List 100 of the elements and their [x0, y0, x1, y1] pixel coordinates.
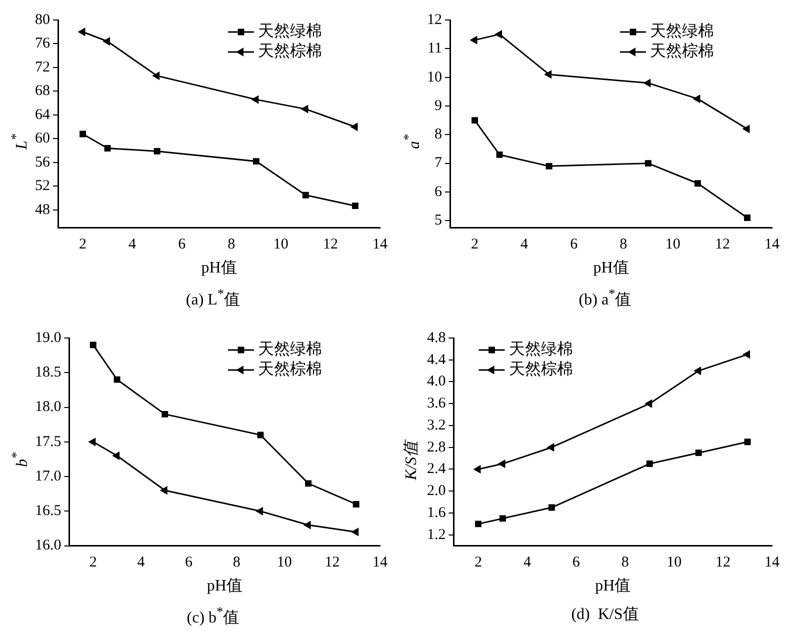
y-tick-label: 2.4: [427, 461, 446, 478]
point: [496, 151, 503, 158]
point: [548, 504, 555, 511]
point: [495, 30, 502, 38]
point: [644, 160, 652, 167]
point: [88, 438, 96, 446]
point: [304, 521, 311, 529]
y-tick-label: 8: [434, 126, 442, 143]
y-tick-label: 4.4: [427, 352, 446, 368]
y-tick-label: 2.8: [427, 439, 446, 456]
y-tick-label: 16.5: [35, 503, 62, 520]
point: [474, 465, 481, 474]
legend-label: 天然绿棉: [650, 22, 714, 40]
point: [498, 460, 506, 468]
x-tick-label: 8: [621, 554, 629, 571]
point: [162, 410, 168, 418]
point: [644, 79, 651, 87]
point: [301, 105, 308, 113]
y-tick-label: 18.0: [35, 399, 62, 416]
point: [305, 480, 312, 487]
point: [350, 123, 358, 131]
x-tick-label: 10: [273, 236, 288, 253]
x-tick-label: 12: [716, 554, 731, 571]
text: (a) L$^{*}$值: [184, 286, 242, 310]
point: [252, 96, 259, 104]
y-tick-label: 1.2: [427, 526, 446, 543]
point: [646, 460, 653, 467]
y-tick-label: 52: [35, 178, 50, 194]
point: [78, 28, 86, 36]
x-tick-label: 10: [276, 554, 292, 571]
y-tick-label: 4.8: [427, 330, 446, 346]
y-tick-label: 16.0: [35, 538, 62, 554]
y-tick-label: 3.2: [427, 417, 446, 434]
point: [742, 125, 750, 133]
point: [472, 117, 478, 124]
point: [475, 520, 482, 528]
x-axis-title: pH值: [206, 578, 242, 595]
y-tick-label: 19.0: [35, 330, 62, 346]
y-tick-label: 6: [434, 184, 442, 200]
y-tick-label: 60: [35, 130, 50, 147]
x-tick-label: 12: [714, 236, 730, 253]
y-tick-label: 9: [434, 98, 442, 114]
point: [103, 38, 110, 46]
x-tick-label: 8: [620, 236, 628, 253]
y-tick-label: 17.5: [35, 434, 62, 450]
x-axis-title: pH值: [595, 578, 631, 595]
point: [352, 202, 358, 210]
y-tick-label: 12: [427, 12, 442, 28]
point: [256, 507, 263, 515]
legend-label: 天然棕棉: [508, 360, 573, 378]
y-tick-label: 10: [427, 69, 442, 86]
point: [694, 180, 701, 187]
legend-label: 天然棕棉: [650, 42, 714, 60]
y-tick-label: 1.6: [427, 504, 446, 521]
point: [499, 515, 506, 522]
y-tick-label: 18.5: [35, 364, 62, 381]
x-tick-label: 2: [471, 236, 479, 253]
point: [302, 192, 309, 198]
y-tick-label: 72: [35, 59, 50, 76]
point: [154, 148, 160, 154]
legend-label: 天然绿棉: [508, 340, 573, 358]
x-tick-label: 6: [570, 236, 578, 253]
x-tick-label: 4: [523, 554, 532, 571]
x-tick-label: 10: [665, 236, 680, 253]
x-tick-label: 2: [474, 554, 482, 571]
point: [743, 350, 750, 358]
x-tick-label: 2: [89, 554, 97, 571]
point: [104, 145, 111, 152]
point: [693, 95, 700, 103]
x-tick-label: 14: [764, 554, 780, 571]
x-tick-label: 8: [228, 236, 236, 253]
point: [112, 452, 120, 460]
legend-label: 天然棕棉: [258, 42, 322, 60]
x-axis-title: pH值: [593, 260, 629, 277]
x-tick-label: 6: [572, 554, 580, 571]
point: [257, 432, 264, 438]
y-tick-label: 4.0: [427, 374, 446, 390]
x-tick-label: 8: [232, 554, 240, 571]
y-tick-label: 7: [434, 155, 442, 172]
point: [694, 367, 702, 375]
x-tick-label: 12: [322, 236, 338, 253]
point: [547, 444, 554, 452]
x-axis-title: pH值: [201, 260, 237, 277]
legend-label: 天然绿棉: [258, 340, 322, 358]
point: [352, 528, 359, 536]
y-tick-label: 64: [35, 106, 50, 123]
y-tick-label: 56: [35, 154, 50, 170]
text: (d) K/S值: [570, 605, 640, 625]
y-tick-label: 2.0: [427, 483, 446, 500]
x-tick-label: 4: [128, 236, 137, 253]
text: (c) b$^{*}$值: [186, 604, 240, 628]
y-tick-label: 5: [434, 212, 442, 229]
legend-label: 天然绿棉: [258, 22, 322, 40]
point: [470, 36, 478, 44]
x-tick-label: 6: [178, 236, 186, 253]
x-tick-label: 14: [764, 236, 780, 253]
x-tick-label: 12: [324, 554, 340, 571]
text: (b) a$^{*}$值: [578, 286, 632, 310]
x-tick-label: 4: [520, 236, 529, 253]
point: [744, 438, 751, 446]
